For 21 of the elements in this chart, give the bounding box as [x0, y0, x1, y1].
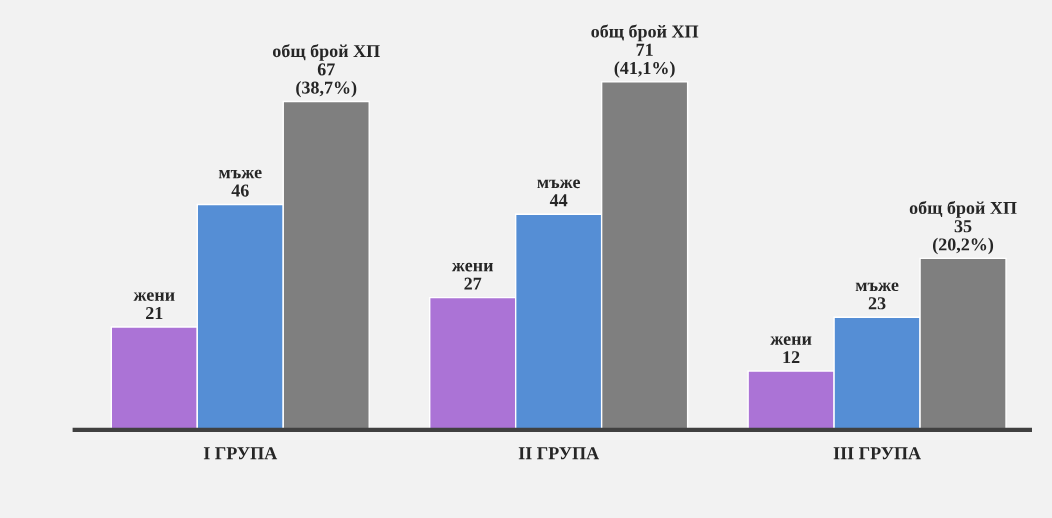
data-label: 46 — [231, 184, 249, 197]
data-label: 23 — [868, 297, 886, 310]
data-label: 71 (41,1%) — [614, 43, 675, 78]
text: жени — [770, 336, 812, 346]
series-label: жени — [451, 262, 494, 272]
text: общ брой ХП — [909, 200, 1017, 218]
text: общ брой ХП — [591, 24, 699, 42]
series-label: мъже — [855, 282, 899, 292]
data-label: 21 — [146, 307, 163, 319]
x-tick-label: I ГРУПА — [203, 447, 278, 460]
text: мъже — [218, 169, 262, 179]
data-label: 44 — [549, 194, 568, 207]
text: общ брой ХП — [272, 44, 380, 61]
data-label: 12 — [783, 351, 800, 364]
x-tick-label: II ГРУПА — [518, 447, 600, 460]
data-label: 35 (20,2%) — [933, 220, 994, 255]
text: жени — [133, 292, 175, 301]
data-label: 27 — [464, 277, 482, 290]
data-label: 67 (38,7%) — [296, 63, 357, 98]
x-tick-label: III ГРУПА — [833, 447, 921, 460]
text: мъже — [537, 179, 581, 189]
